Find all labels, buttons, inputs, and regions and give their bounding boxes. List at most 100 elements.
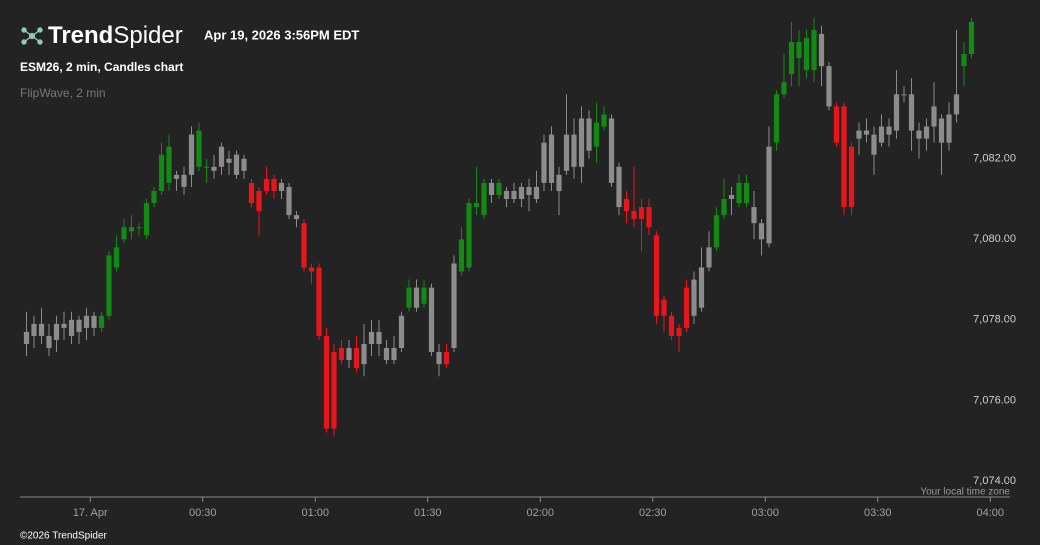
candle-body xyxy=(23,331,30,344)
candle-body xyxy=(188,134,195,175)
candle-body xyxy=(901,94,907,96)
candle-body xyxy=(38,323,45,336)
candle-body xyxy=(248,182,255,204)
candle-body xyxy=(368,331,375,344)
candle-body xyxy=(256,190,262,212)
candle-body xyxy=(376,331,382,344)
indicator-label: FlipWave, 2 min xyxy=(20,86,106,100)
candle-body xyxy=(353,348,360,369)
candle-body xyxy=(128,227,135,232)
candle-body xyxy=(938,118,945,143)
candle-body xyxy=(458,239,465,272)
candle-body xyxy=(151,190,157,204)
candle-body xyxy=(211,166,217,171)
candle-body xyxy=(233,154,240,175)
candle-body xyxy=(916,130,922,139)
candle-body xyxy=(811,29,817,71)
candle-body xyxy=(181,174,187,187)
candle-body xyxy=(496,182,502,195)
candle-body xyxy=(548,134,555,183)
x-tick-label: 17. Apr xyxy=(73,507,108,519)
candle-body xyxy=(68,319,75,336)
candle-body xyxy=(143,203,150,236)
candle-body xyxy=(421,287,427,304)
candle-body xyxy=(443,352,450,365)
candle-body xyxy=(398,315,405,349)
candle-body xyxy=(271,178,277,191)
candle-body xyxy=(61,323,67,328)
candle-body xyxy=(563,134,570,171)
candle-body xyxy=(676,327,682,336)
candle-body xyxy=(488,182,495,195)
candle-body xyxy=(413,287,420,308)
candle-body xyxy=(571,134,577,167)
logo-part: Spider xyxy=(113,22,182,49)
candle-body xyxy=(841,106,847,208)
x-tick-label: 02:00 xyxy=(526,507,554,519)
x-tick-label: 01:30 xyxy=(414,507,442,519)
candle-body xyxy=(308,267,315,272)
candle-body xyxy=(526,186,532,195)
candle-body xyxy=(226,158,232,163)
logo: TrendSpider xyxy=(48,22,183,49)
candle-body xyxy=(601,114,607,127)
candle-body xyxy=(391,348,397,361)
candle-body xyxy=(773,94,780,143)
candle-body xyxy=(788,41,795,75)
candle-body xyxy=(766,146,772,244)
candle-body xyxy=(481,182,487,216)
y-tick-label: 7,082.00 xyxy=(973,153,1016,165)
candle-body xyxy=(121,227,127,240)
candle-body xyxy=(586,118,592,151)
candle-body xyxy=(91,315,97,328)
candle-body xyxy=(946,114,952,143)
candle-body xyxy=(953,94,960,115)
candle-body xyxy=(428,287,435,353)
candle-body xyxy=(338,348,345,361)
candle-body xyxy=(706,247,712,268)
candle-body xyxy=(518,186,525,200)
candle-body xyxy=(968,21,975,55)
candle-body xyxy=(53,323,60,340)
candle-body xyxy=(136,227,142,229)
candle-body xyxy=(383,348,390,361)
candle-body xyxy=(961,54,967,67)
candle-body xyxy=(856,130,862,139)
candle-body xyxy=(301,223,307,268)
chart-title: ESM26, 2 min, Candles chart xyxy=(20,60,183,74)
candle-body xyxy=(616,166,622,208)
candle-body xyxy=(781,82,787,95)
candle-body xyxy=(323,335,330,429)
candle-body xyxy=(203,166,210,168)
candle-body xyxy=(511,190,517,200)
y-tick-label: 7,076.00 xyxy=(973,394,1016,406)
candle-body xyxy=(316,267,322,336)
x-tick-label: 02:30 xyxy=(639,507,667,519)
candle-body xyxy=(871,134,877,155)
candle-body xyxy=(451,263,457,349)
candle-body xyxy=(166,146,172,183)
candle-body xyxy=(736,182,742,204)
timezone-note: Your local time zone xyxy=(920,487,1010,498)
candle-body xyxy=(713,215,720,248)
candle-body xyxy=(653,235,660,316)
candle-body xyxy=(646,207,652,228)
candle-body xyxy=(218,146,225,167)
candle-body xyxy=(661,299,667,316)
candle-body xyxy=(923,126,930,139)
candle-body xyxy=(886,126,892,135)
logo-icon xyxy=(21,27,43,45)
candle-body xyxy=(833,106,840,143)
candle-body xyxy=(631,211,637,220)
copyright: ©2026 TrendSpider xyxy=(20,531,108,542)
candle-body xyxy=(406,287,412,308)
candle-body xyxy=(863,130,870,135)
candle-body xyxy=(331,352,337,429)
candle-body xyxy=(721,199,727,216)
candle-body xyxy=(878,126,885,143)
candle-body xyxy=(278,182,285,191)
candle-body xyxy=(931,106,937,127)
candle-body xyxy=(286,186,292,216)
candle-body xyxy=(593,122,600,147)
